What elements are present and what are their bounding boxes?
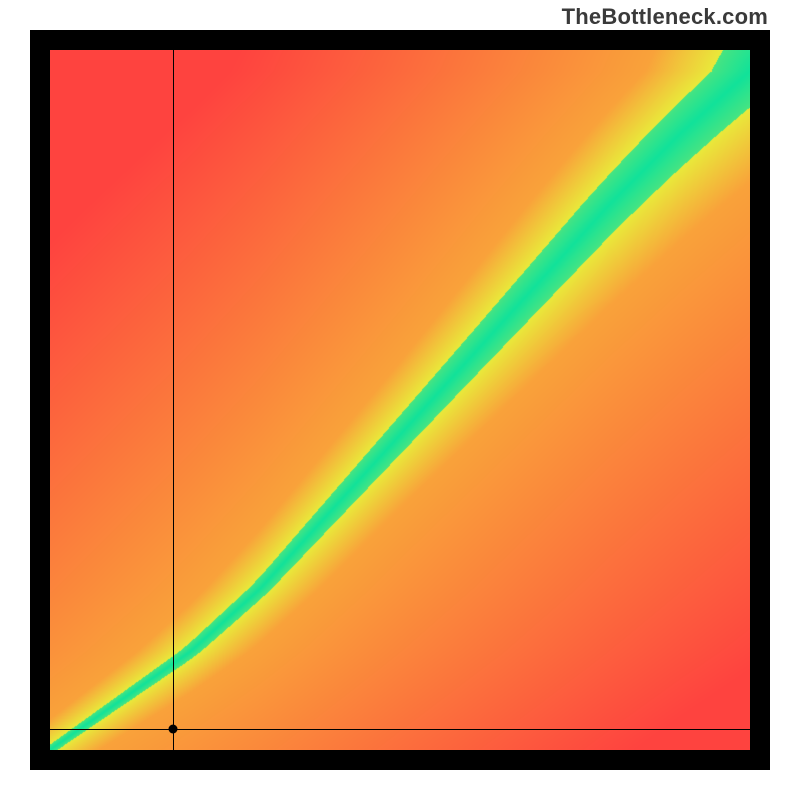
crosshair-horizontal — [50, 729, 750, 730]
heatmap-canvas — [50, 50, 750, 750]
plot-area — [50, 50, 750, 750]
plot-border — [30, 30, 770, 770]
marker-point — [168, 725, 177, 734]
watermark-text: TheBottleneck.com — [562, 4, 768, 30]
figure-frame: TheBottleneck.com — [0, 0, 800, 800]
crosshair-vertical — [173, 50, 174, 750]
